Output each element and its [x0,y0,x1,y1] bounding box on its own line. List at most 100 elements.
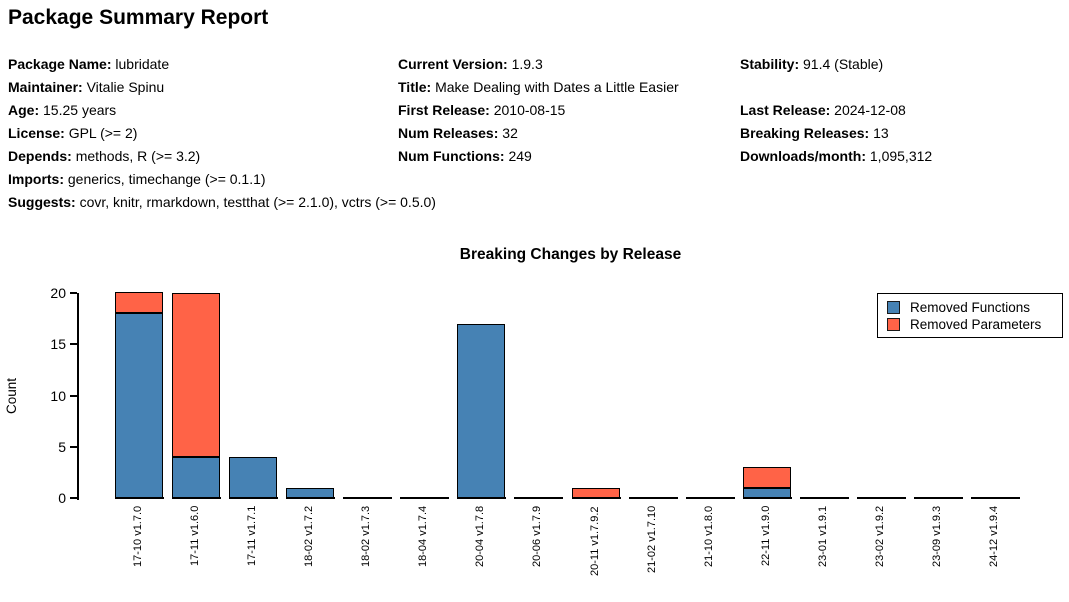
field-value: 1,095,312 [869,148,933,164]
x-tick-label: 18-02 v1.7.2 [303,506,315,568]
legend-item-removed-parameters: Removed Parameters [887,316,1062,333]
field-value: 13 [873,125,889,141]
field-value: GPL (>= 2) [68,125,138,141]
y-tick-label: 20 [50,285,66,301]
field-label: Package Name: [8,56,112,72]
metadata-column-middle: Current Version: 1.9.3 Title: Make Deali… [398,53,679,168]
bar-baseline [115,497,164,499]
bar-baseline [229,497,278,499]
x-tick-label: 23-02 v1.9.2 [874,506,886,568]
x-tick-label: 17-11 v1.7.1 [246,506,258,567]
x-tick-label: 17-11 v1.6.0 [189,506,201,567]
bar-baseline [457,497,506,499]
field-downloads-month: Downloads/month: 1,095,312 [740,145,932,168]
field-label: Title: [398,79,432,95]
field-depends: Depends: methods, R (>= 3.2) [8,145,436,168]
y-tick-mark [70,445,77,448]
x-tick-label: 20-04 v1.7.8 [474,506,486,568]
field-value: 2024-12-08 [834,102,906,118]
field-label: Current Version: [398,56,508,72]
field-label: Maintainer: [8,79,83,95]
field-suggests: Suggests: covr, knitr, rmarkdown, testth… [8,191,436,214]
field-title: Title: Make Dealing with Dates a Little … [398,76,679,99]
x-tick-label: 20-06 v1.7.9 [531,506,543,568]
bar-baseline [629,497,678,499]
y-tick-label: 5 [58,438,66,455]
field-breaking-releases: Breaking Releases: 13 [740,122,932,145]
field-current-version: Current Version: 1.9.3 [398,53,679,76]
field-label: Age: [8,102,40,118]
bar-segment-removed-functions [115,313,163,498]
field-package-name: Package Name: lubridate [8,53,436,76]
field-value: 32 [502,125,518,141]
field-num-releases: Num Releases: 32 [398,122,679,145]
bar-baseline [343,497,392,499]
field-spacer [740,76,932,99]
field-label: Imports: [8,171,64,187]
x-tick-label: 23-09 v1.9.3 [931,506,943,568]
x-tick-label: 21-10 v1.8.0 [703,506,715,568]
field-label: Breaking Releases: [740,125,870,141]
field-value: 1.9.3 [511,56,543,72]
page-title: Package Summary Report [8,6,269,29]
bar-baseline [400,497,449,499]
bar-segment-removed-functions [457,324,505,498]
y-axis-line [77,293,79,500]
field-maintainer: Maintainer: Vitalie Spinu [8,76,436,99]
chart-title: Breaking Changes by Release [459,246,682,263]
field-label: Stability: [740,56,800,72]
field-value: 249 [508,148,532,164]
field-value: Vitalie Spinu [86,79,165,95]
bar-baseline [172,497,221,499]
y-axis-label: Count [4,377,19,415]
field-stability: Stability: 91.4 (Stable) [740,53,932,76]
x-tick-label: 24-12 v1.9.4 [988,506,1000,568]
field-last-release: Last Release: 2024-12-08 [740,99,932,122]
field-num-functions: Num Functions: 249 [398,145,679,168]
bar-segment-removed-parameters [743,467,791,488]
y-tick-mark [70,292,77,294]
field-value: 2010-08-15 [493,102,566,118]
field-label: License: [8,125,65,141]
y-tick-mark [70,497,77,499]
metadata-column-left: Package Name: lubridate Maintainer: Vita… [8,53,436,214]
field-imports: Imports: generics, timechange (>= 0.1.1) [8,168,436,191]
metadata-column-right: Stability: 91.4 (Stable) Last Release: 2… [740,53,932,168]
field-age: Age: 15.25 years [8,99,436,122]
bar-baseline [971,497,1020,499]
x-tick-label: 23-01 v1.9.1 [817,506,829,568]
legend-swatch-removed-parameters [887,318,900,331]
bar-baseline [286,497,335,499]
y-tick-label: 10 [50,387,66,404]
field-label: Num Functions: [398,148,505,164]
field-license: License: GPL (>= 2) [8,122,436,145]
x-tick-label: 18-02 v1.7.3 [360,506,372,568]
field-label: Last Release: [740,102,831,118]
field-value: 15.25 years [43,102,117,118]
x-tick-label: 17-10 v1.7.0 [132,506,144,568]
field-label: Num Releases: [398,125,499,141]
field-label: First Release: [398,102,490,118]
field-value: methods, R (>= 3.2) [75,148,201,164]
x-tick-label: 18-04 v1.7.4 [417,506,429,568]
field-label: Suggests: [8,194,76,210]
bar-segment-removed-functions [229,457,277,498]
legend-item-removed-functions: Removed Functions [887,299,1062,316]
field-value: covr, knitr, rmarkdown, testthat (>= 2.1… [79,194,436,210]
y-tick-label: 15 [50,336,66,353]
bar-segment-removed-functions [743,488,791,498]
field-label: Downloads/month: [740,148,866,164]
field-label: Depends: [8,148,72,164]
bar-baseline [857,497,906,499]
bar-baseline [743,497,792,499]
bar-baseline [800,497,849,499]
bar-baseline [514,497,563,499]
legend-label: Removed Functions [910,300,1031,315]
x-tick-label: 21-02 v1.7.10 [646,506,658,574]
bar-segment-removed-parameters [172,293,220,457]
y-tick-label: 0 [58,490,66,506]
field-value: generics, timechange (>= 0.1.1) [67,171,266,187]
legend-swatch-removed-functions [887,301,900,314]
legend-label: Removed Parameters [910,317,1042,332]
